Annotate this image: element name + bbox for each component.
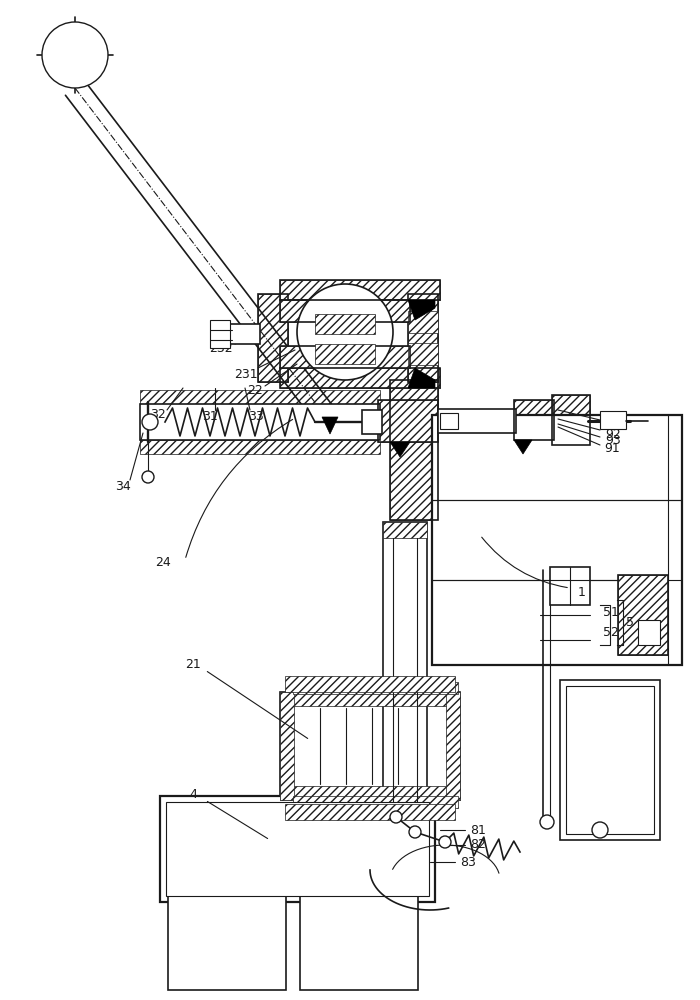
Polygon shape bbox=[383, 522, 427, 882]
Polygon shape bbox=[638, 620, 660, 645]
Text: 33: 33 bbox=[248, 410, 264, 424]
Text: 52: 52 bbox=[603, 626, 619, 640]
Circle shape bbox=[540, 815, 554, 829]
Polygon shape bbox=[285, 804, 455, 820]
Polygon shape bbox=[166, 802, 429, 896]
Text: 22: 22 bbox=[247, 384, 263, 397]
Polygon shape bbox=[280, 346, 410, 368]
Text: 4: 4 bbox=[189, 788, 197, 802]
Polygon shape bbox=[600, 411, 626, 429]
Text: 91: 91 bbox=[604, 442, 620, 456]
Polygon shape bbox=[390, 380, 438, 520]
Polygon shape bbox=[285, 676, 455, 692]
Polygon shape bbox=[210, 320, 230, 348]
Circle shape bbox=[390, 811, 402, 823]
Polygon shape bbox=[440, 413, 458, 429]
Text: 1: 1 bbox=[578, 586, 586, 599]
Text: 81: 81 bbox=[470, 824, 486, 836]
Circle shape bbox=[42, 22, 108, 88]
Polygon shape bbox=[446, 692, 460, 800]
Polygon shape bbox=[560, 680, 660, 840]
Text: 93: 93 bbox=[605, 434, 621, 448]
Polygon shape bbox=[514, 440, 532, 454]
Text: 31: 31 bbox=[202, 410, 218, 424]
Circle shape bbox=[409, 826, 421, 838]
Polygon shape bbox=[432, 415, 682, 665]
Polygon shape bbox=[140, 440, 380, 454]
Text: 232: 232 bbox=[209, 342, 233, 355]
Circle shape bbox=[439, 836, 451, 848]
Polygon shape bbox=[383, 866, 427, 882]
Polygon shape bbox=[552, 395, 590, 445]
Text: 82: 82 bbox=[470, 838, 486, 852]
Polygon shape bbox=[408, 368, 435, 388]
Polygon shape bbox=[300, 882, 418, 990]
Polygon shape bbox=[322, 417, 338, 434]
Circle shape bbox=[142, 471, 154, 483]
Circle shape bbox=[142, 414, 158, 430]
Polygon shape bbox=[228, 324, 260, 344]
Polygon shape bbox=[160, 796, 435, 902]
Text: 34: 34 bbox=[115, 481, 131, 493]
Polygon shape bbox=[280, 300, 410, 322]
Circle shape bbox=[297, 284, 393, 380]
Polygon shape bbox=[280, 692, 460, 800]
Polygon shape bbox=[258, 294, 288, 382]
Polygon shape bbox=[140, 390, 380, 404]
Text: 92: 92 bbox=[605, 428, 621, 440]
Text: 24: 24 bbox=[155, 556, 171, 570]
Polygon shape bbox=[408, 300, 435, 320]
Polygon shape bbox=[315, 314, 375, 334]
Polygon shape bbox=[280, 280, 440, 300]
Polygon shape bbox=[293, 682, 458, 694]
Polygon shape bbox=[438, 409, 516, 433]
Text: 83: 83 bbox=[460, 856, 476, 868]
Text: 5: 5 bbox=[626, 615, 634, 629]
Polygon shape bbox=[280, 692, 460, 706]
Polygon shape bbox=[378, 400, 438, 442]
Polygon shape bbox=[315, 344, 375, 364]
Circle shape bbox=[592, 822, 608, 838]
Polygon shape bbox=[168, 882, 286, 990]
Text: 32: 32 bbox=[150, 408, 166, 422]
Polygon shape bbox=[280, 368, 440, 388]
Text: 51: 51 bbox=[603, 606, 619, 619]
Polygon shape bbox=[280, 786, 460, 800]
Polygon shape bbox=[566, 686, 654, 834]
Polygon shape bbox=[408, 343, 438, 365]
Polygon shape bbox=[408, 311, 438, 333]
Polygon shape bbox=[390, 442, 410, 457]
Text: 21: 21 bbox=[185, 658, 201, 672]
Polygon shape bbox=[514, 400, 554, 440]
Polygon shape bbox=[362, 410, 382, 434]
Text: 231: 231 bbox=[234, 367, 258, 380]
Polygon shape bbox=[140, 404, 380, 440]
Polygon shape bbox=[408, 294, 438, 382]
Polygon shape bbox=[618, 575, 668, 655]
Polygon shape bbox=[293, 796, 458, 808]
Polygon shape bbox=[550, 567, 590, 605]
Polygon shape bbox=[383, 522, 427, 538]
Text: 94: 94 bbox=[604, 416, 620, 428]
Polygon shape bbox=[280, 692, 294, 800]
